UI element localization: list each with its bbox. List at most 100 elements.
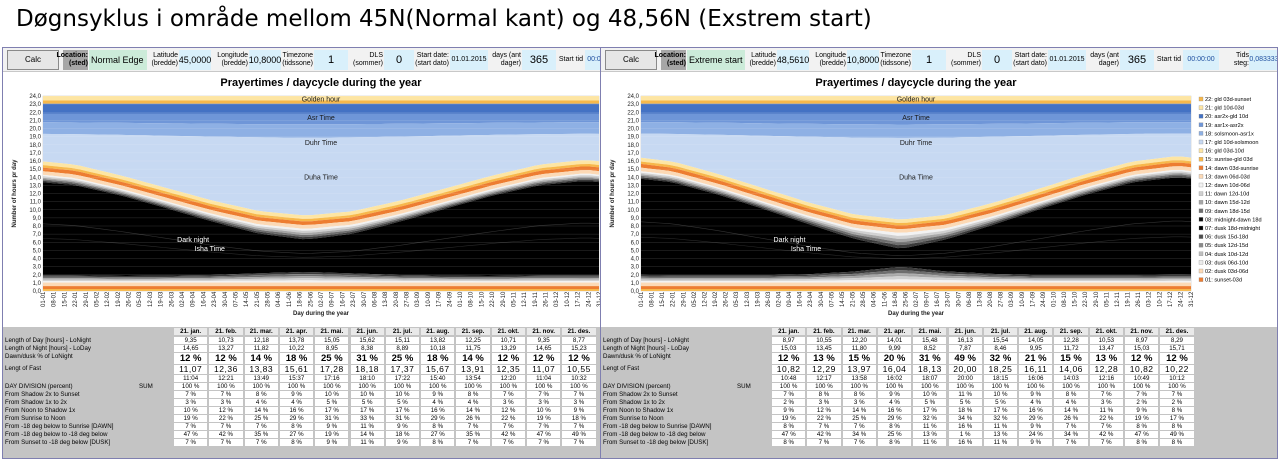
asr-time-label: Asr Time: [902, 115, 930, 122]
fast-time-row: 11:04 12:21 13:49 15:37 17:16 18:10 17:22 15:40…: [3, 375, 601, 382]
length-of-night-row-cell: 13,27: [208, 345, 243, 352]
month-header-row-cell: 21. mai.: [314, 328, 349, 335]
division-row-cell: 19 %: [173, 415, 208, 422]
day-division-table: 21. jan. 21. feb. 21. mar. 21. apr. 21. mai.…: [3, 327, 601, 458]
division-row-cell: 5 %: [982, 399, 1018, 406]
division-row-cell: 9 %: [314, 423, 349, 430]
dawn-dusk-row: Dawn/dusk % of LoNight 12 % 13 % 15 % 20 % 31…: [601, 353, 1277, 364]
division-row: From -18 deg below to -18 deg below 47 % 4…: [3, 431, 601, 438]
division-row: From Shadow 1x to 2x 2 % 3 % 3 % 4 % 5 % 5 % 5 …: [601, 399, 1277, 406]
y-tick-label: 24,0: [627, 94, 639, 100]
fast-hours-row-cell: 12,35: [490, 365, 525, 374]
division-row-cell: 22 %: [806, 415, 841, 422]
start-date-field[interactable]: 01.01.2015: [1048, 50, 1086, 70]
legend-swatch: [1198, 191, 1204, 196]
fast-time-row-cell: 13:58: [841, 375, 876, 382]
division-row-cell: 7 %: [561, 391, 596, 398]
division-row-cell: 16 %: [947, 423, 982, 430]
division-row-cell: 10 %: [173, 407, 208, 414]
x-tick-label: 02-04: [777, 291, 783, 307]
time-step-field[interactable]: 0,083333: [1249, 50, 1277, 70]
legend-entry: 17: gld 10d-solsmoon: [1205, 140, 1259, 146]
x-tick-label: 21-05: [255, 291, 261, 307]
x-tick-label: 05-03: [734, 291, 740, 307]
legend-swatch: [1198, 139, 1204, 145]
start-date-field[interactable]: 01.01.2015: [450, 50, 488, 70]
dls-field[interactable]: 0: [982, 50, 1012, 70]
location-field[interactable]: Normal Edge: [89, 50, 147, 70]
dark-night-label: Dark night: [774, 237, 806, 244]
days-field[interactable]: 365: [522, 50, 556, 70]
division-row-cell: 11 %: [982, 423, 1018, 430]
division-row-cell: 31 %: [384, 415, 420, 422]
calc-button[interactable]: Calc: [7, 50, 59, 70]
start-tid-label: Start tid: [1156, 56, 1181, 63]
fast-hours-row-cell: 10,82: [1124, 365, 1159, 374]
extreme-start-panel: Calc Location: (sted) Extreme start Latitud…: [600, 47, 1278, 459]
timezone-field[interactable]: 1: [314, 50, 348, 70]
sum-row: DAY DIVISION (percent) 100 % 100 % 100 % 100…: [3, 383, 601, 390]
longitude-field[interactable]: 10,8000: [249, 50, 281, 70]
length-of-day-row-cell: 12,25: [455, 337, 490, 344]
month-header-row-cell: 21. mar.: [243, 328, 278, 335]
y-tick-label: 20,0: [627, 127, 639, 133]
division-row-cell: 8 %: [876, 439, 912, 446]
legend-swatch: [1198, 148, 1204, 153]
legend-entry: 21: gld 10d-03d: [1205, 106, 1244, 112]
division-row-cell: 8 %: [771, 423, 806, 430]
length-of-day-row-cell: 8,97: [771, 337, 806, 344]
length-of-night-row-cell: 8,52: [912, 345, 947, 352]
legend-entry: 03: dusk 06d-10d: [1205, 260, 1248, 266]
x-tick-label: 19-02: [116, 291, 122, 307]
division-row-cell: 42 %: [490, 431, 525, 438]
x-tick-label: 23-04: [808, 291, 814, 307]
x-tick-label: 22-10: [490, 291, 496, 307]
division-row-label: From -18 deg below to -18 deg below: [5, 431, 108, 438]
band-golden-3d-top: [43, 100, 599, 104]
division-row-cell: 4 %: [1018, 399, 1053, 406]
calc-button[interactable]: Calc: [605, 50, 657, 70]
sum-row-cell: 100 %: [1053, 383, 1088, 390]
fast-time-row-cell: 12:20: [490, 375, 525, 382]
division-row-label: From Noon to Shadow 1x: [5, 407, 76, 414]
length-of-night-row-cell: 13,47: [1088, 345, 1123, 352]
legend-swatch: [1198, 225, 1204, 231]
dls-field[interactable]: 0: [384, 50, 414, 70]
legend-entry: 06: dusk 15d-18d: [1205, 235, 1248, 241]
dawn-dusk-row-cell: 49 %: [947, 353, 982, 364]
start-tid-field[interactable]: 00:0: [585, 50, 601, 70]
division-row-cell: 9 %: [384, 439, 420, 446]
x-axis-title: Day during the year: [293, 311, 350, 317]
fast-hours-row-cell: 17,28: [314, 365, 349, 374]
longitude-field[interactable]: 10,8000: [847, 50, 879, 70]
x-tick-label: 05-02: [692, 291, 698, 307]
month-header-row-cell: 21. feb.: [208, 328, 243, 335]
chart-title: Prayertimes / daycycle during the year: [815, 77, 1017, 89]
daycycle-chart: Prayertimes / daycycle during the year 0,…: [12, 77, 601, 317]
x-tick-label: 15-01: [660, 291, 666, 307]
fast-time-row-cell: 18:15: [982, 375, 1018, 382]
dawn-dusk-row-cell: 12 %: [561, 353, 596, 364]
fast-time-row-cell: 10:48: [771, 375, 806, 382]
division-row-cell: 5 %: [349, 399, 384, 406]
division-row-cell: 8 %: [1159, 407, 1194, 414]
dawn-dusk-row-cell: 12 %: [173, 353, 208, 364]
duha-time-label: Duha Time: [304, 174, 338, 181]
latitude-field[interactable]: 48,5610: [777, 50, 809, 70]
division-row: From Sunset to -18 deg below [DUSK] 7 % 7 …: [3, 439, 601, 446]
location-field[interactable]: Extreme start: [687, 50, 745, 70]
y-tick-label: 18,0: [29, 143, 41, 149]
latitude-field[interactable]: 45,0000: [179, 50, 211, 70]
start-tid-field[interactable]: 00:00:00: [1183, 50, 1219, 70]
division-row-cell: 11 %: [912, 423, 947, 430]
division-row-cell: 16 %: [420, 407, 455, 414]
fast-hours-row-cell: 12,28: [1088, 365, 1123, 374]
month-header-row-cell: 21. sep.: [455, 328, 490, 335]
days-field[interactable]: 365: [1120, 50, 1154, 70]
dawn-dusk-row-cell: 12 %: [526, 353, 561, 364]
timezone-field[interactable]: 1: [912, 50, 946, 70]
x-tick-label: 18-06: [893, 291, 899, 307]
band-dusk-light: [641, 282, 1191, 287]
division-row-cell: 26 %: [455, 415, 490, 422]
division-row-cell: 9 %: [278, 391, 314, 398]
